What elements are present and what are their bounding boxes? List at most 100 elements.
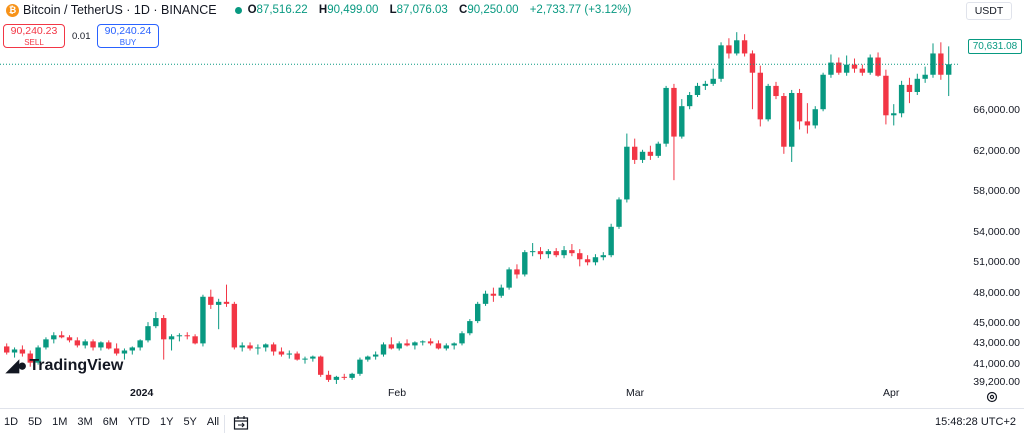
price-axis[interactable]: 66,000.00 62,000.00 58,000.00 54,000.00 51,0… xyxy=(958,20,1024,408)
range-button-5y[interactable]: 5Y xyxy=(183,416,197,428)
candle-body xyxy=(600,255,606,258)
candle-body xyxy=(459,333,465,344)
candle-body xyxy=(396,343,402,349)
symbol-title[interactable]: Bitcoin / TetherUS · 1D · BINANCE xyxy=(23,3,217,17)
candle-body xyxy=(608,226,614,256)
candle-up xyxy=(718,42,724,82)
candle-up xyxy=(200,294,206,347)
candlestick-chart[interactable] xyxy=(0,0,958,408)
candle-down xyxy=(435,340,442,350)
clock[interactable]: 15:48:28 UTC+2 xyxy=(934,416,1016,428)
candle-up xyxy=(922,66,928,83)
candle-up xyxy=(349,372,355,380)
candle-up xyxy=(467,319,473,336)
open-value: 87,516.22 xyxy=(256,4,308,16)
candle-body xyxy=(82,341,88,346)
candle-up xyxy=(302,356,308,364)
candle-down xyxy=(325,370,332,382)
candle-body xyxy=(333,376,340,380)
candle-body xyxy=(19,349,26,354)
candle-up xyxy=(710,68,716,86)
candle-body xyxy=(828,62,834,75)
candle-down xyxy=(537,247,544,260)
candle-body xyxy=(498,287,504,296)
candle-body xyxy=(404,343,410,346)
range-button-all[interactable]: All xyxy=(206,416,220,428)
candle-down xyxy=(318,355,324,377)
candle-up xyxy=(498,284,504,298)
candle-down xyxy=(553,248,559,258)
candle-up xyxy=(828,54,834,78)
candle-up xyxy=(365,355,371,362)
range-button-ytd[interactable]: YTD xyxy=(127,416,150,428)
go-to-date-icon[interactable] xyxy=(233,415,249,431)
candle-body xyxy=(208,296,214,305)
candle-up xyxy=(239,342,245,352)
candle-up xyxy=(843,55,850,76)
price-tick: 45,000.00 xyxy=(973,317,1020,330)
low-key: L xyxy=(389,4,397,16)
market-status-icon[interactable] xyxy=(234,6,242,14)
candle-body xyxy=(679,106,685,137)
candle-body xyxy=(380,344,387,355)
sell-button[interactable]: 90,240.23 SELL xyxy=(3,24,65,48)
candle-body xyxy=(278,351,285,355)
candle-body xyxy=(686,95,693,107)
toolbar-divider xyxy=(224,415,225,433)
candle-body xyxy=(223,301,230,304)
candle-body xyxy=(113,348,120,354)
candle-body xyxy=(294,353,300,360)
price-tick: 39,200.00 xyxy=(973,375,1020,388)
candle-body xyxy=(200,296,206,344)
candle-down xyxy=(184,332,190,340)
candle-body xyxy=(851,64,858,69)
candle-up xyxy=(702,80,709,90)
candle-down xyxy=(938,42,944,80)
price-tick: 54,000.00 xyxy=(973,225,1020,238)
tradingview-logo: ◢● TradingView xyxy=(6,356,123,376)
buy-button[interactable]: 90,240.24 BUY xyxy=(97,24,159,48)
candle-body xyxy=(129,347,135,351)
candle-up xyxy=(443,343,449,351)
settings-gear-icon[interactable] xyxy=(985,390,999,404)
candle-body xyxy=(843,64,850,73)
candle-up xyxy=(898,80,905,118)
candle-up xyxy=(914,73,920,96)
candle-down xyxy=(4,343,10,355)
currency-button[interactable]: USDT xyxy=(966,2,1012,20)
candle-down xyxy=(647,145,654,160)
candle-body xyxy=(694,85,701,96)
candle-down xyxy=(741,34,748,57)
candle-body xyxy=(867,57,873,73)
candle-body xyxy=(263,344,269,348)
range-button-1y[interactable]: 1Y xyxy=(159,416,174,428)
candle-body xyxy=(938,53,944,75)
candle-down xyxy=(781,92,787,154)
candle-body xyxy=(749,53,756,73)
candle-body xyxy=(804,121,811,126)
candle-body xyxy=(475,303,481,322)
candle-up xyxy=(545,249,552,259)
candle-body xyxy=(11,349,18,353)
range-button-3m[interactable]: 3M xyxy=(77,416,93,428)
range-button-1m[interactable]: 1M xyxy=(52,416,68,428)
candle-down xyxy=(577,249,583,267)
candle-body xyxy=(192,336,198,344)
candle-down xyxy=(514,264,520,279)
candle-up xyxy=(820,72,826,112)
sell-price: 90,240.23 xyxy=(10,25,58,37)
candle-up xyxy=(930,43,936,78)
range-button-1d[interactable]: 1D xyxy=(4,416,19,428)
price-tick: 62,000.00 xyxy=(973,144,1020,157)
candle-up xyxy=(396,341,402,351)
range-button-5d[interactable]: 5D xyxy=(28,416,43,428)
candle-body xyxy=(231,303,238,348)
candle-body xyxy=(836,62,842,73)
candle-down xyxy=(427,338,434,346)
candle-body xyxy=(820,74,826,110)
candle-body xyxy=(655,143,661,156)
candle-body xyxy=(891,113,897,116)
candle-body xyxy=(90,341,96,348)
range-button-6m[interactable]: 6M xyxy=(102,416,118,428)
candle-down xyxy=(106,340,112,350)
